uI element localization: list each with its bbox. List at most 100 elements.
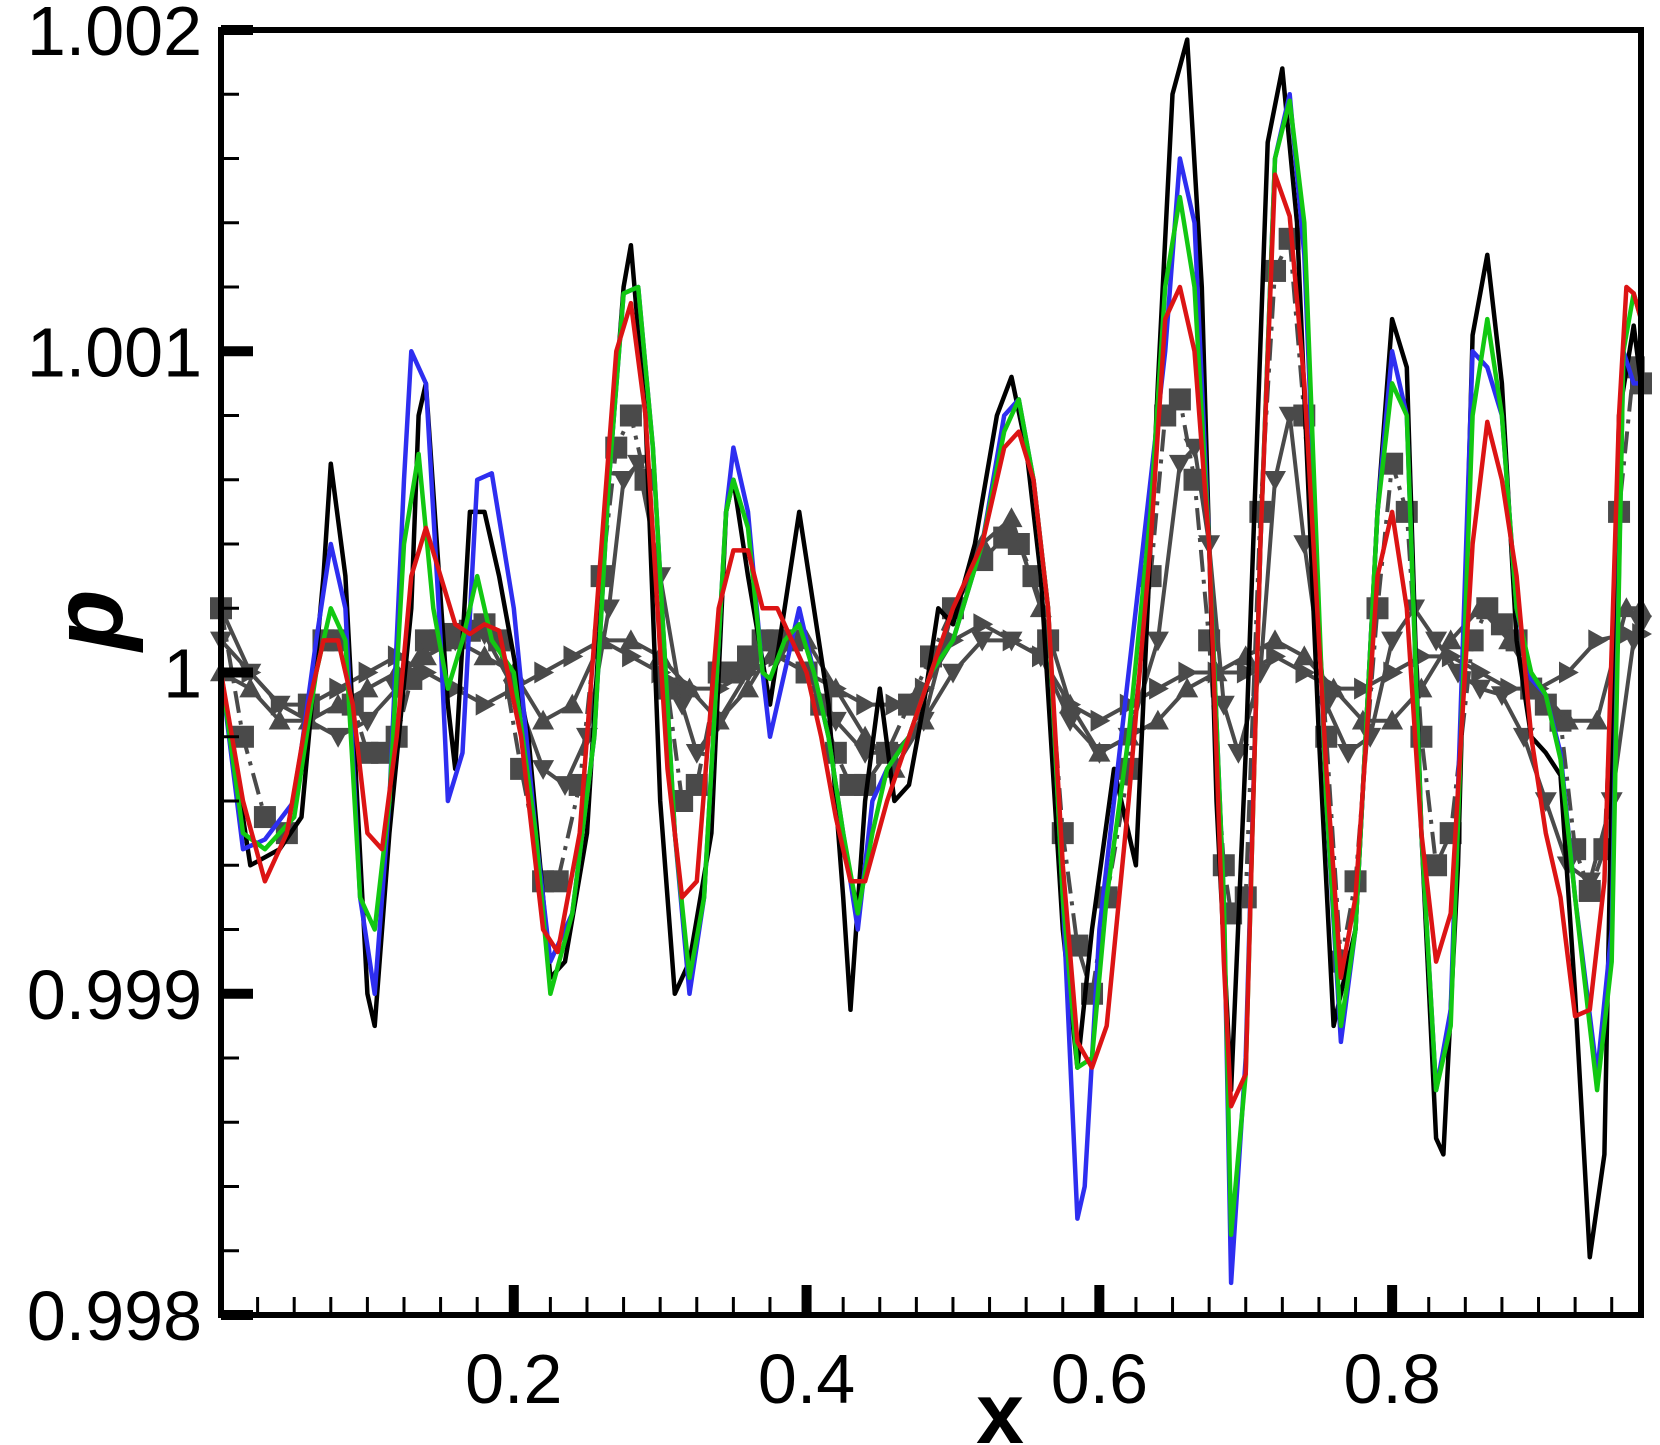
series-6-marker (619, 629, 642, 650)
series-7-marker (622, 645, 642, 668)
series-6-marker (1556, 709, 1579, 730)
series-7-marker (1149, 677, 1169, 700)
y-axis-label: p (32, 589, 144, 653)
series-5-marker (1425, 631, 1448, 652)
series-6-marker (239, 677, 262, 698)
series-6-marker (561, 693, 584, 714)
series-4-marker (253, 806, 276, 829)
series-6-marker (1498, 629, 1521, 650)
series-2-line (218, 98, 1644, 1237)
series-6-marker (532, 709, 555, 730)
y-tick-label: 1.001 (27, 313, 202, 391)
series-7-marker (1266, 645, 1286, 668)
series-7-marker (534, 661, 555, 684)
series-5-marker (671, 695, 694, 716)
series-7-marker (856, 693, 877, 716)
series-7-marker (885, 693, 906, 716)
series-5-marker (942, 663, 964, 684)
y-tick-label: 0.998 (27, 1277, 202, 1355)
series-5-marker (1381, 631, 1404, 652)
series-5-marker (327, 727, 350, 748)
series-7-marker (1441, 645, 1462, 668)
series-7-marker (1383, 661, 1404, 684)
series-6-marker (1088, 741, 1111, 762)
series-6-marker (356, 677, 379, 698)
series-5-marker (1578, 872, 1601, 893)
x-tick-label: 0.4 (758, 1340, 855, 1418)
series-7-marker (1178, 661, 1199, 684)
series-7-marker (1354, 677, 1374, 700)
series-7-marker (417, 661, 437, 684)
series-6-marker (268, 709, 291, 730)
series-4-marker (1425, 854, 1448, 877)
series-4-marker (1168, 388, 1191, 411)
series-6-marker (1176, 677, 1199, 698)
series-3-line (218, 172, 1644, 1109)
series-7-marker (1617, 623, 1638, 645)
series-6-marker (414, 645, 437, 666)
tick-layer: 0.2 0.4 0.6 0.8 0.998 0.999 1 1.001 1.002 (27, 0, 1614, 1418)
series-4-marker (1381, 452, 1404, 475)
series-7-marker (475, 693, 496, 716)
series-5-marker (1337, 744, 1360, 764)
series-6-marker (473, 645, 496, 666)
series-6-marker (327, 693, 350, 714)
series-7-marker (1471, 661, 1491, 684)
series-2 (218, 98, 1644, 1237)
series-6-marker (1146, 709, 1169, 730)
series-5-marker (414, 631, 437, 652)
x-tick-label: 0.8 (1343, 1340, 1440, 1418)
series-5-marker (612, 471, 635, 491)
series-3 (218, 172, 1644, 1109)
series-6-marker (1000, 507, 1023, 528)
series-5-marker (627, 454, 650, 475)
series-7-marker (1061, 693, 1082, 716)
series-5-marker (685, 744, 708, 764)
series-7-marker (1588, 629, 1609, 652)
series-4-marker (546, 870, 569, 893)
series-7-marker (1032, 645, 1052, 668)
series-5-marker (1146, 631, 1169, 652)
x-axis-label: x (976, 1366, 1024, 1445)
x-tick-label: 0.6 (1051, 1340, 1148, 1418)
series-6-marker (1381, 709, 1404, 730)
series-7-marker (1500, 677, 1521, 700)
series-6-marker (1586, 709, 1609, 730)
y-tick-label: 0.999 (27, 956, 202, 1034)
series-4-marker (231, 725, 254, 748)
series-7-marker (739, 661, 759, 684)
series-5-marker (1469, 679, 1491, 700)
series-5-marker (1212, 695, 1235, 716)
series-7-marker (358, 661, 379, 684)
series-4-marker (1395, 500, 1418, 523)
series-5-marker (554, 776, 576, 796)
series-7-marker (1002, 629, 1023, 652)
series-5-marker (971, 631, 994, 652)
series-6-marker (1293, 645, 1316, 666)
series-7-marker (680, 677, 701, 700)
series-6-marker (854, 725, 877, 746)
series-6-marker (1615, 597, 1638, 618)
series-5-marker (1168, 454, 1191, 475)
series-7-marker (1295, 661, 1316, 684)
series-7-marker (973, 613, 994, 636)
series-7-marker (329, 677, 350, 700)
y-tick-label: 1.002 (27, 0, 202, 70)
series-7-marker (827, 677, 847, 700)
series-7-marker (1324, 677, 1345, 700)
series-6-marker (1439, 629, 1462, 650)
series-4-marker (1264, 259, 1287, 282)
series-0-line (218, 37, 1644, 1260)
series-5-marker (1278, 406, 1301, 427)
series-7-marker (563, 645, 584, 668)
series-6-marker (1469, 597, 1491, 618)
x-tick-label: 0.2 (465, 1340, 562, 1418)
series-0 (218, 37, 1644, 1260)
series-7-marker (1559, 661, 1579, 684)
y-tick-label: 1 (163, 635, 202, 713)
series-6-marker (1264, 629, 1286, 650)
series-7-marker (270, 693, 291, 716)
series-4-marker (619, 404, 642, 427)
series-5-marker (532, 760, 555, 780)
